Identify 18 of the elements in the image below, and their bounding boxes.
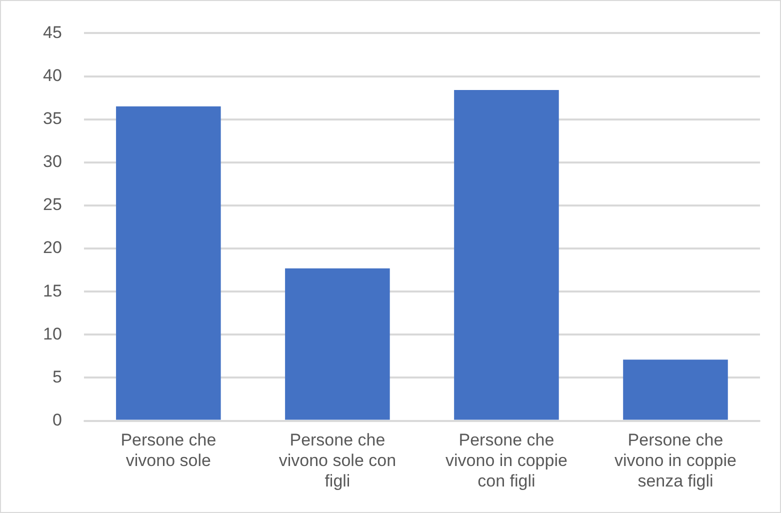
x-tick-label: Persone che vivono sole con figli [278, 430, 396, 490]
y-tick-label: 25 [42, 195, 62, 214]
y-tick-label: 10 [42, 324, 62, 344]
y-tick-label: 20 [42, 238, 62, 258]
y-tick-label: 40 [42, 66, 62, 85]
y-tick-label: 5 [52, 367, 62, 386]
x-tick-label: Persone che vivono sole [120, 430, 216, 470]
y-tick-label: 0 [52, 410, 62, 430]
x-tick-label: Persone che vivono in coppie con figli [446, 430, 568, 490]
y-tick-label: 45 [42, 22, 62, 42]
bar [116, 106, 221, 420]
x-tick-label: Persone che vivono in coppie senza figli [614, 430, 736, 490]
y-tick-label: 35 [42, 109, 62, 128]
y-tick-label: 15 [42, 281, 62, 300]
bar [454, 90, 559, 420]
y-tick-label: 30 [42, 152, 62, 172]
bar [285, 268, 390, 420]
bar [623, 360, 728, 420]
